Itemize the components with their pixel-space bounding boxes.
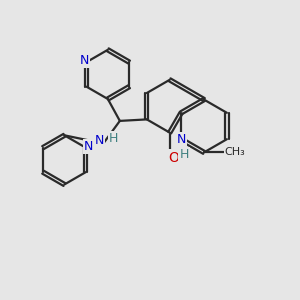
Text: N: N bbox=[84, 140, 93, 153]
Text: N: N bbox=[176, 133, 186, 146]
Text: N: N bbox=[80, 54, 89, 67]
Text: H: H bbox=[109, 131, 119, 145]
Text: CH₃: CH₃ bbox=[224, 147, 245, 157]
Text: H: H bbox=[179, 148, 189, 161]
Text: N: N bbox=[95, 134, 104, 148]
Text: O: O bbox=[168, 151, 179, 164]
